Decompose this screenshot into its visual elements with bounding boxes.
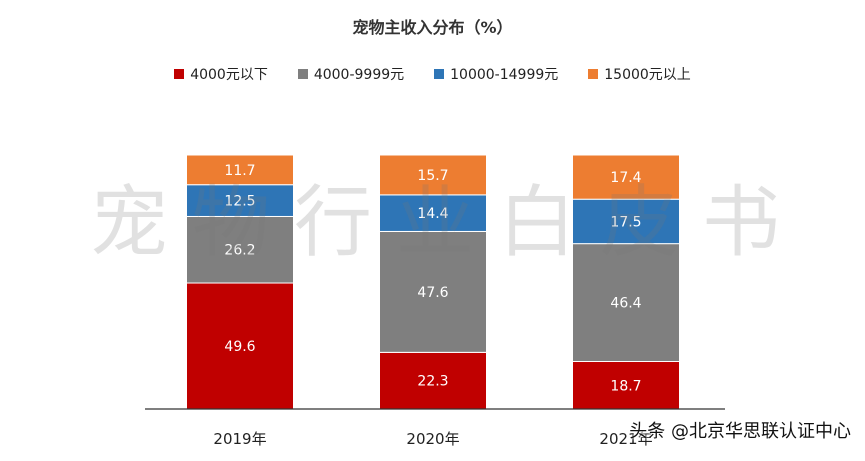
data-label: 26.2	[224, 243, 255, 259]
bar-segment	[379, 351, 487, 410]
legend-item: 4000元以下	[174, 64, 268, 84]
legend-label: 4000-9999元	[313, 67, 405, 83]
data-label: 12.5	[224, 194, 255, 210]
legend-item: 4000-9999元	[297, 64, 405, 84]
data-label: 22.3	[417, 374, 448, 390]
data-label: 46.4	[610, 296, 641, 312]
legend-swatch	[434, 69, 445, 79]
bar-segment	[379, 230, 487, 353]
data-label: 49.6	[224, 339, 255, 355]
chart-title: 宠物主收入分布（%）	[352, 18, 513, 37]
bar-segment	[572, 243, 680, 363]
bar-segment	[572, 361, 680, 410]
legend-label: 15000元以上	[604, 67, 691, 83]
x-tick-label: 2020年	[406, 430, 459, 448]
legend: 4000元以下 4000-9999元 10000-14999元 15000元以上	[0, 64, 865, 84]
bar-segment	[572, 198, 680, 245]
legend-swatch	[588, 69, 599, 79]
data-label: 47.6	[417, 285, 448, 301]
x-tick-label: 2019年	[213, 430, 266, 448]
bar-segment	[186, 215, 294, 284]
bar-segment	[186, 184, 294, 217]
x-tick-label: 2021年	[599, 430, 652, 448]
data-label: 17.4	[610, 170, 641, 186]
legend-label: 4000元以下	[190, 67, 268, 83]
legend-swatch	[174, 69, 185, 79]
legend-label: 10000-14999元	[450, 67, 559, 83]
bar-segment	[379, 154, 487, 196]
data-label: 14.4	[417, 206, 448, 222]
data-label: 18.7	[610, 378, 641, 394]
legend-item: 15000元以上	[588, 64, 691, 84]
source-caption: 头条 @北京华思联认证中心	[629, 421, 851, 442]
legend-item: 10000-14999元	[434, 64, 558, 84]
bar-segment	[572, 154, 680, 200]
bar-segment	[379, 194, 487, 232]
data-label: 15.7	[417, 168, 448, 184]
bar-segment	[186, 154, 294, 186]
data-label: 17.5	[610, 214, 641, 230]
legend-swatch	[297, 69, 308, 79]
data-label: 11.7	[224, 163, 255, 179]
